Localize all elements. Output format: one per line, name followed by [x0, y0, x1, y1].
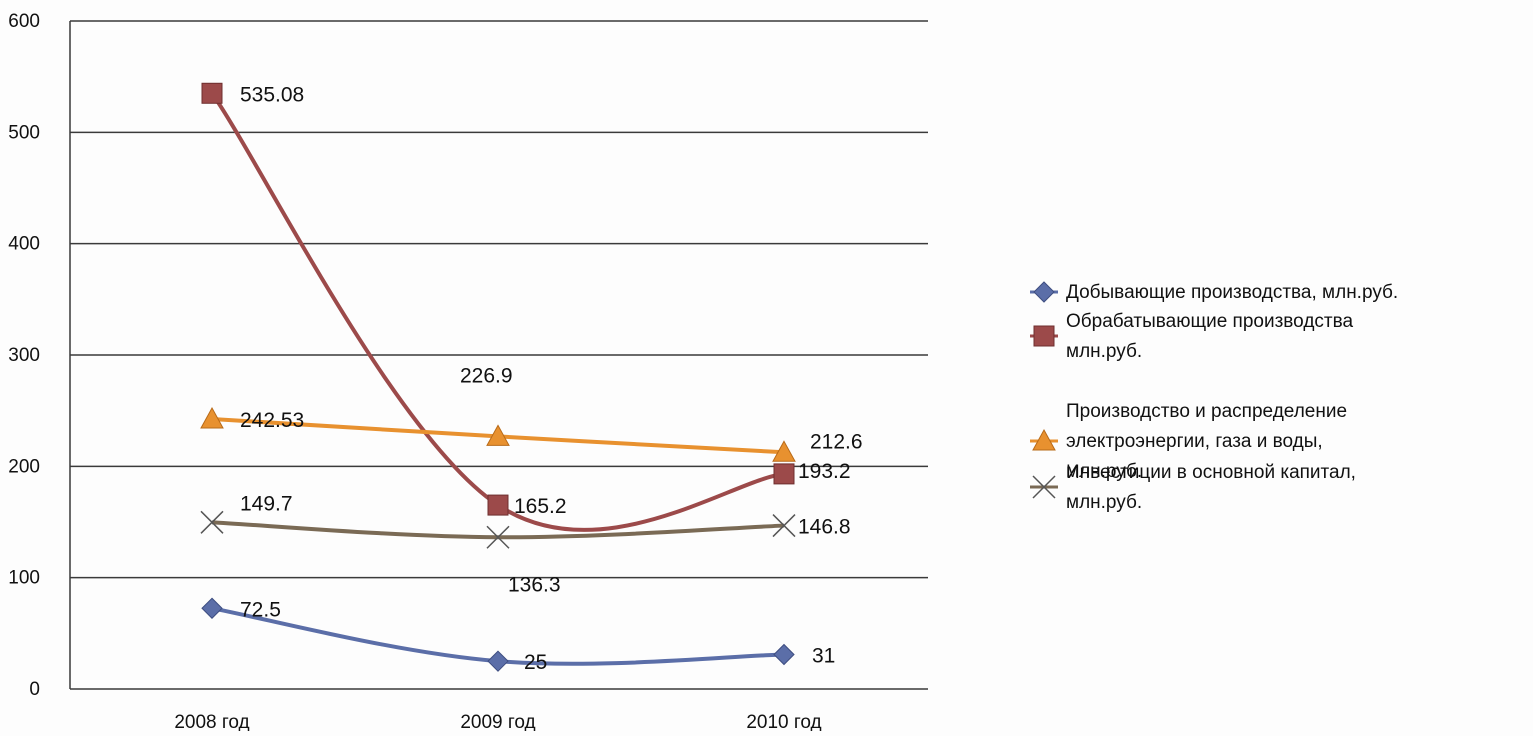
- series-4-point-1: [200, 510, 224, 534]
- x-tick-label-2: 2009 год: [460, 712, 535, 731]
- legend-marker-4: [1032, 475, 1056, 499]
- legend-label-3-line-1: Производство и распределение: [1066, 401, 1347, 422]
- series-lines: [200, 82, 796, 672]
- legend-label-4-line-1: Инвестиции в основной капитал,: [1066, 462, 1356, 483]
- legend-entry-4: Инвестиции в основной капитал,млн.руб.: [1030, 462, 1356, 513]
- data-label-s3-p1: 242.53: [240, 409, 304, 432]
- y-tick-label-400: 400: [8, 234, 40, 255]
- series-line-4: [211, 520, 785, 540]
- data-label-s4-p2: 136.3: [508, 573, 561, 596]
- series-3-point-2: [486, 424, 510, 446]
- data-labels: 72.5 25 31 535.08 165.2 193.2 242.53 226.9 212.6…: [240, 83, 863, 674]
- data-label-s2-p1: 535.08: [240, 83, 304, 106]
- data-label-s2-p2: 165.2: [514, 495, 567, 518]
- series-4-point-3: [772, 514, 796, 538]
- axes: 0 100 200 300 400 500 600 2008 год 2009 год 2010 …: [8, 11, 928, 733]
- legend-label-1-line-1: Добывающие производства, млн.руб.: [1066, 282, 1398, 303]
- legend: Добывающие производства, млн.руб. Обрабат…: [1030, 281, 1398, 513]
- series-2-point-1: [201, 82, 223, 104]
- series-1-point-3: [773, 643, 795, 666]
- x-tick-label-1: 2008 год: [174, 712, 249, 731]
- data-label-s1-p1: 72.5: [240, 598, 281, 621]
- y-tick-label-300: 300: [8, 345, 40, 366]
- legend-entry-3: Производство и распределение электроэнерг…: [1030, 401, 1347, 482]
- data-label-s2-p3: 193.2: [798, 460, 851, 483]
- gridlines: [70, 20, 928, 579]
- x-tick-label-3: 2010 год: [746, 712, 821, 731]
- legend-marker-3: [1032, 428, 1056, 451]
- y-tick-label-600: 600: [8, 11, 40, 32]
- series-4-point-2: [486, 525, 510, 549]
- series-3-point-3: [772, 440, 796, 462]
- series-2-point-3: [773, 463, 795, 485]
- y-tick-label-200: 200: [8, 456, 40, 477]
- legend-label-4-line-2: млн.руб.: [1066, 492, 1142, 513]
- series-1-point-1: [201, 597, 223, 619]
- series-1-point-2: [487, 650, 509, 672]
- legend-marker-2: [1033, 325, 1055, 347]
- y-tick-label-500: 500: [8, 122, 40, 143]
- y-tick-label-0: 0: [29, 679, 40, 700]
- legend-label-3-line-3: млн.руб.: [1066, 461, 1142, 482]
- data-label-s1-p3: 31: [812, 644, 835, 667]
- data-label-s3-p2: 226.9: [460, 364, 513, 387]
- legend-entry-1: Добывающие производства, млн.руб.: [1030, 281, 1398, 303]
- data-label-s4-p1: 149.7: [240, 492, 293, 515]
- data-label-s4-p3: 146.8: [798, 516, 851, 539]
- data-label-s1-p2: 25: [524, 651, 547, 674]
- legend-marker-1: [1033, 281, 1055, 303]
- legend-label-3-line-2: электроэнергии, газа и воды,: [1066, 431, 1323, 452]
- legend-label-2-line-1: Обрабатывающие производства: [1066, 311, 1353, 332]
- data-label-s3-p3: 212.6: [810, 430, 863, 453]
- series-2-point-2: [487, 494, 509, 516]
- legend-label-2-line-2: млн.руб.: [1066, 341, 1142, 362]
- legend-entry-2: Обрабатывающие производства млн.руб.: [1030, 311, 1353, 362]
- series-line-2: [210, 92, 785, 532]
- y-tick-label-100: 100: [8, 568, 40, 589]
- series-3-point-1: [200, 406, 224, 429]
